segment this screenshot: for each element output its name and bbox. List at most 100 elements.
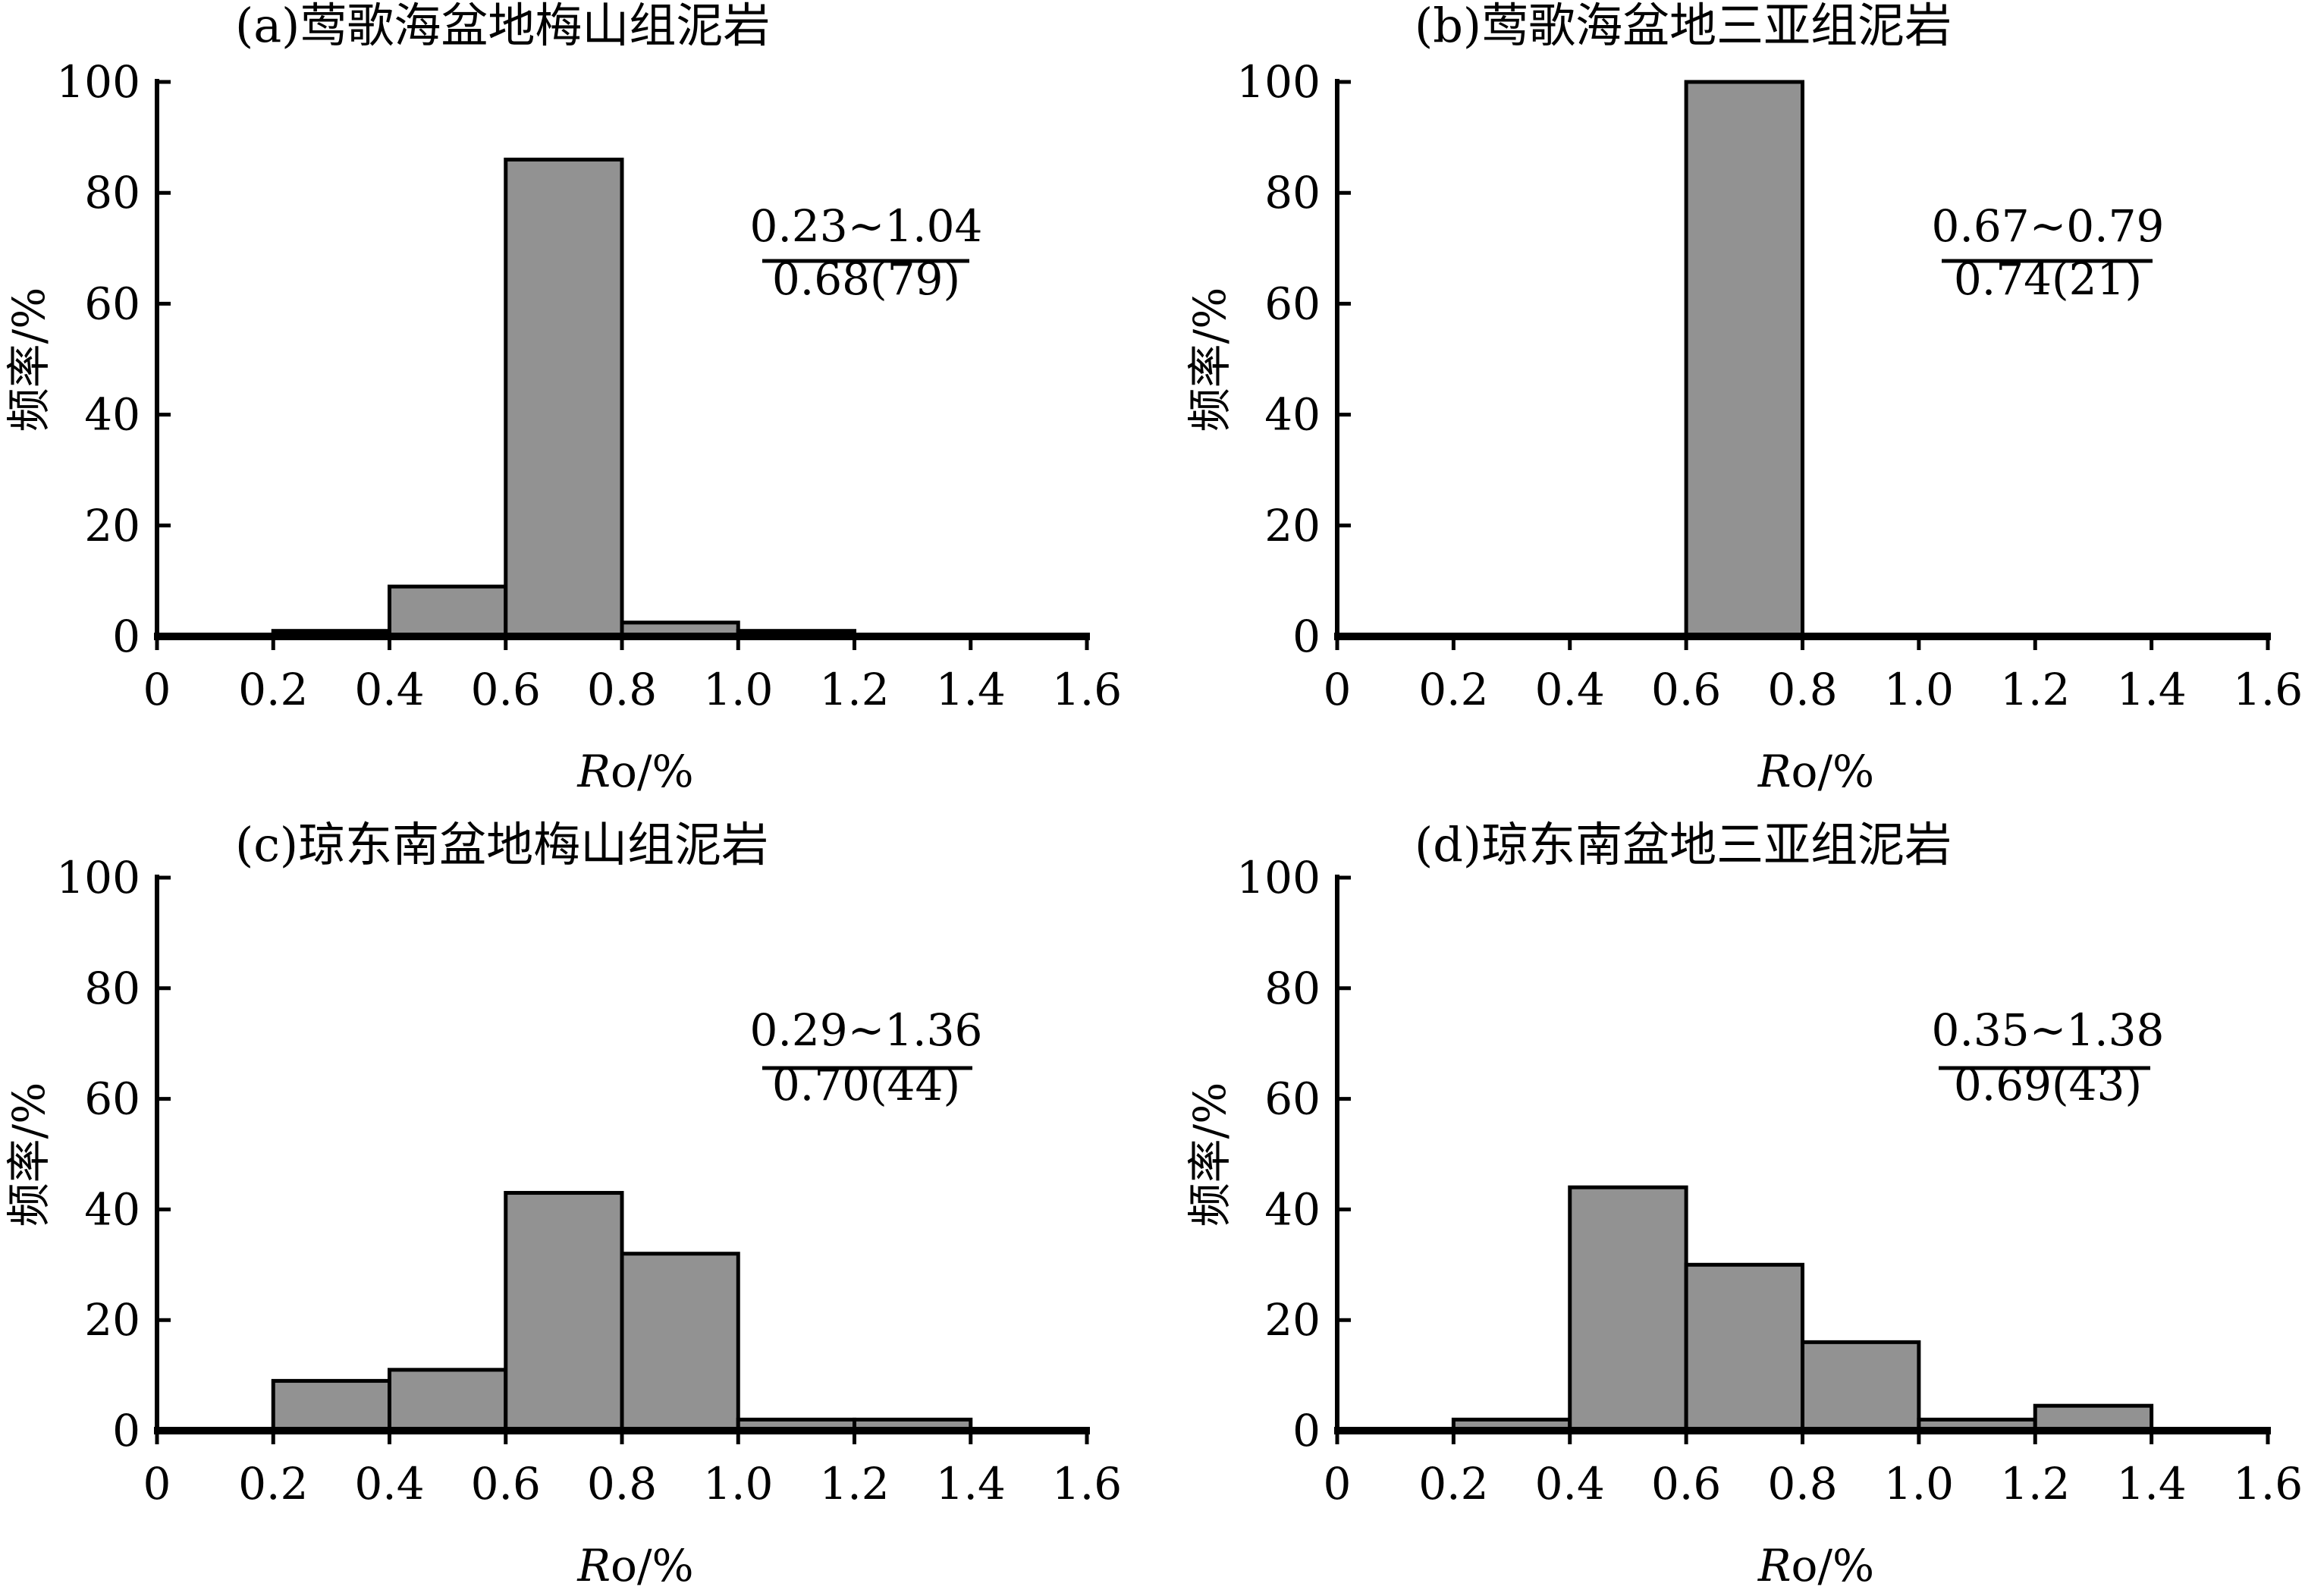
- x-tick-label: 0.6: [471, 664, 541, 715]
- x-tick-label: 1.0: [703, 664, 773, 715]
- x-tick-label: 1.0: [703, 1458, 773, 1510]
- x-tick-label: 0.4: [1535, 1458, 1605, 1510]
- x-axis-label-subscript: o: [1792, 1540, 1818, 1591]
- x-tick-label: 0: [1324, 664, 1352, 715]
- x-tick-label: 0.2: [1418, 1458, 1488, 1510]
- histogram-bar: [504, 1191, 624, 1433]
- x-tick-label: 0.8: [1767, 1458, 1837, 1510]
- x-tick-label: 0: [143, 664, 171, 715]
- histogram-bar: [1801, 1340, 1921, 1433]
- histogram-bar: [2033, 1403, 2154, 1433]
- y-axis-label: 频率/%: [1184, 287, 1236, 432]
- annotation-range: 0.23~1.04: [750, 200, 983, 252]
- y-axis-label: 频率/%: [3, 287, 55, 432]
- x-axis-label-symbol: R: [576, 746, 611, 797]
- histogram-bar: [1684, 80, 1804, 639]
- y-axis-label: 频率/%: [1184, 1082, 1236, 1227]
- y-axis-label: 频率/%: [3, 1082, 55, 1227]
- y-tick-label: 60: [1264, 278, 1321, 329]
- x-tick-label: 1.0: [1884, 1458, 1954, 1510]
- x-tick-label: 0.2: [238, 1458, 308, 1510]
- x-tick-label: 0.8: [1767, 664, 1837, 715]
- x-tick-label: 1.4: [2117, 664, 2187, 715]
- chart-panel-2: (c)琼东南盆地梅山组泥岩 0 20 40 60 80 100 0 0.2 0.4 0.6 0.8 1.…: [3, 817, 1122, 1591]
- x-tick-label: 0.8: [587, 1458, 657, 1510]
- y-tick-label: 100: [1236, 56, 1321, 108]
- x-axis-label: Ro/%: [576, 1540, 693, 1591]
- y-tick-label: 80: [1264, 167, 1321, 218]
- y-tick-label: 80: [84, 167, 140, 218]
- x-tick-label: 0.4: [354, 1458, 424, 1510]
- x-axis-label-unit: /%: [637, 1540, 694, 1591]
- x-tick-label: 1.2: [2000, 664, 2070, 715]
- x-tick-label: 0.6: [471, 1458, 541, 1510]
- y-tick-label: 100: [1236, 852, 1321, 903]
- x-tick-label: 1.0: [1884, 664, 1954, 715]
- x-axis-label-subscript: o: [611, 1540, 637, 1591]
- histogram-bar: [620, 1252, 740, 1433]
- chart-title: (c)琼东南盆地梅山组泥岩: [235, 817, 768, 872]
- x-axis-label-unit: /%: [637, 746, 694, 797]
- y-tick-label: 40: [1264, 389, 1321, 441]
- histogram-bar: [1568, 1185, 1688, 1433]
- y-tick-label: 80: [1264, 963, 1321, 1014]
- x-tick-label: 1.2: [2000, 1458, 2070, 1510]
- x-axis-label-unit: /%: [1817, 1540, 1874, 1591]
- y-tick-label: 60: [84, 1073, 140, 1125]
- annotation-mean: 0.69(43): [1954, 1059, 2142, 1111]
- y-tick-label: 0: [112, 1405, 140, 1456]
- annotation-range: 0.29~1.36: [750, 1004, 983, 1056]
- x-axis-label-unit: /%: [1817, 746, 1874, 797]
- y-tick-label: 0: [112, 611, 140, 662]
- x-tick-label: 1.2: [819, 1458, 889, 1510]
- x-tick-label: 0: [143, 1458, 171, 1510]
- x-tick-label: 0.4: [354, 664, 424, 715]
- y-tick-label: 0: [1292, 611, 1321, 662]
- annotation-mean: 0.68(79): [772, 253, 960, 305]
- chart-title: (a)莺歌海盆地梅山组泥岩: [235, 0, 770, 53]
- x-tick-label: 0.6: [1651, 664, 1721, 715]
- histogram-bar: [1684, 1262, 1804, 1433]
- x-tick-label: 0.2: [1418, 664, 1488, 715]
- x-tick-label: 0: [1324, 1458, 1352, 1510]
- histogram-bar: [271, 1378, 391, 1433]
- x-tick-label: 0.8: [587, 664, 657, 715]
- x-tick-label: 1.4: [936, 664, 1006, 715]
- x-tick-label: 1.6: [1052, 1458, 1122, 1510]
- y-tick-label: 80: [84, 963, 140, 1014]
- histogram-bar: [504, 157, 624, 639]
- histogram-bar: [388, 1368, 508, 1433]
- x-axis-label-symbol: R: [1757, 746, 1792, 797]
- y-tick-label: 20: [1264, 500, 1321, 551]
- y-tick-label: 60: [1264, 1073, 1321, 1125]
- x-axis-label-subscript: o: [611, 746, 637, 797]
- chart-title: (b)莺歌海盆地三亚组泥岩: [1415, 0, 1952, 53]
- y-tick-label: 60: [84, 278, 140, 329]
- x-tick-label: 1.6: [2233, 1458, 2303, 1510]
- x-tick-label: 1.6: [2233, 664, 2303, 715]
- x-tick-label: 1.4: [936, 1458, 1006, 1510]
- chart-panel-3: (d)琼东南盆地三亚组泥岩 0 20 40 60 80 100 0 0.2 0.4 0.6 0.8 1.…: [1184, 817, 2303, 1591]
- y-tick-label: 40: [84, 389, 140, 441]
- x-tick-label: 0.2: [238, 664, 308, 715]
- y-tick-label: 0: [1292, 1405, 1321, 1456]
- histogram-bar: [388, 584, 508, 639]
- y-tick-label: 20: [1264, 1294, 1321, 1346]
- x-tick-label: 0.6: [1651, 1458, 1721, 1510]
- annotation-range: 0.35~1.38: [1932, 1004, 2165, 1056]
- x-axis-label-symbol: R: [576, 1540, 611, 1591]
- annotation-mean: 0.74(21): [1954, 253, 2142, 305]
- y-tick-label: 100: [56, 56, 140, 108]
- y-tick-label: 40: [84, 1183, 140, 1235]
- y-tick-label: 100: [56, 852, 140, 903]
- annotation-range: 0.67~0.79: [1932, 200, 2165, 252]
- x-axis-label-subscript: o: [1792, 746, 1818, 797]
- chart-panel-1: (b)莺歌海盆地三亚组泥岩 0 20 40 60 80 100 0 0.2 0.4 0.6 0.8 1.…: [1184, 0, 2303, 797]
- x-axis-label: Ro/%: [576, 746, 693, 797]
- x-axis-label: Ro/%: [1757, 746, 1874, 797]
- y-tick-label: 20: [84, 1294, 140, 1346]
- annotation-mean: 0.70(44): [772, 1059, 960, 1111]
- chart-title: (d)琼东南盆地三亚组泥岩: [1415, 817, 1952, 872]
- chart-panel-0: (a)莺歌海盆地梅山组泥岩 0 20 40 60 80 100 0 0.2 0.4 0.6 0.8 1.…: [3, 0, 1122, 797]
